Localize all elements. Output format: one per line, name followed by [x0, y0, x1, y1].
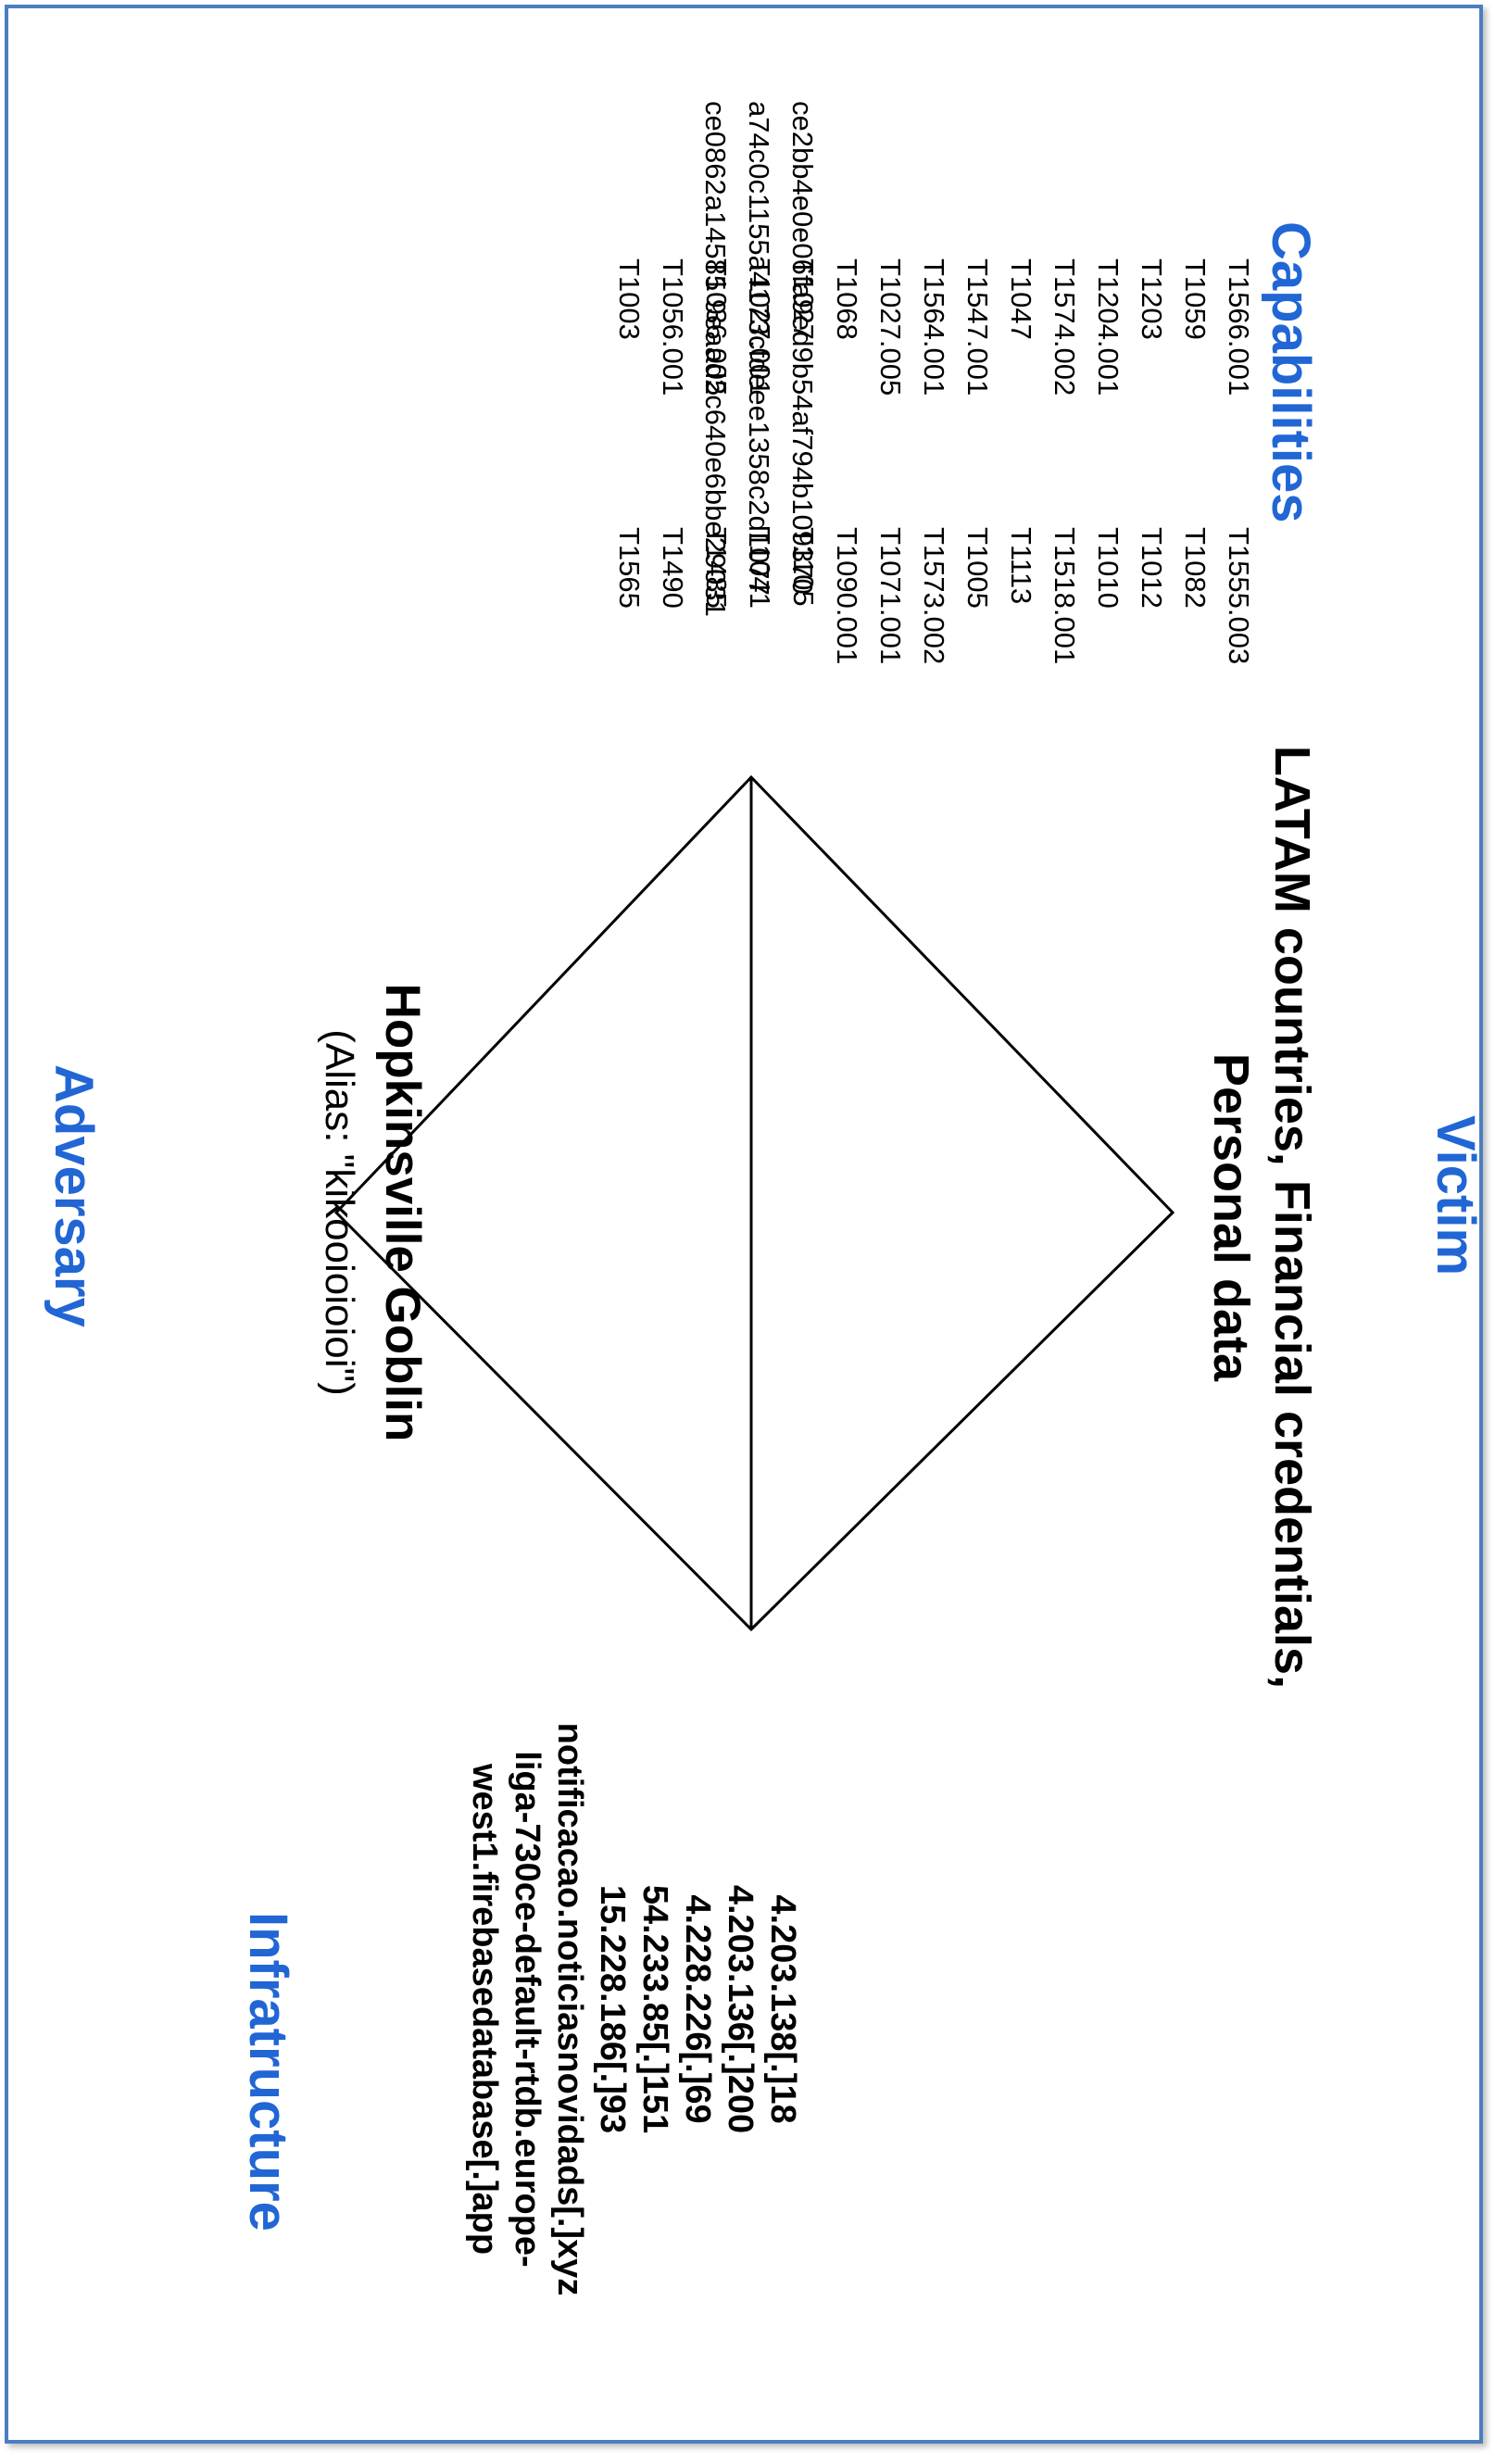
- infrastructure-list: 4.203.138[.]18 4.203.136[.]200 4.228.226…: [463, 1666, 804, 2352]
- technique-row: T1203 T1012: [1130, 258, 1174, 796]
- technique-id: T1010: [1092, 527, 1124, 609]
- victim-description: LATAM countries, Financial credentials, …: [1200, 708, 1323, 1727]
- adversary-heading: Adversary: [44, 1064, 104, 1327]
- technique-id: T1068: [831, 258, 863, 340]
- adversary-name: Hopkinsville Goblin: [375, 983, 430, 1442]
- infrastructure-item: 4.228.226[.]69: [678, 1894, 717, 2124]
- technique-row: T1056.001 T1490: [651, 258, 695, 796]
- adversary-alias: (Alias: "kikooioioioi"): [317, 1029, 362, 1396]
- technique-id: T1003: [613, 258, 646, 340]
- infrastructure-item: 4.203.136[.]200: [721, 1884, 760, 2134]
- infrastructure-heading: Infratructure: [238, 1912, 298, 2231]
- infrastructure-item: 54.233.85[.]151: [635, 1884, 674, 2134]
- infrastructure-item: 15.228.186[.]93: [593, 1884, 632, 2134]
- technique-row: T1204.001 T1010: [1087, 258, 1130, 796]
- technique-id: T1071.001: [874, 527, 907, 665]
- technique-id: T1566.001: [1223, 258, 1255, 396]
- infrastructure-item: 4.203.138[.]18: [763, 1894, 802, 2124]
- technique-id: T1059: [1179, 258, 1212, 340]
- technique-id: T1113: [1005, 527, 1037, 605]
- hash-item: ce2bb4e0e06fa9ed9b54af794b109370: [786, 101, 819, 595]
- technique-row: T1068 T1090.001: [825, 258, 869, 796]
- technique-row: T1027.005 T1071.001: [869, 258, 912, 796]
- technique-id: T1012: [1136, 527, 1168, 609]
- technique-id: T1090.001: [831, 527, 863, 665]
- technique-id: T1490: [657, 527, 689, 609]
- technique-id: T1027.005: [874, 258, 907, 396]
- diamond-outline: [333, 774, 1175, 1632]
- hash-item: ce0862a14585 9eaad2c640e6bbe29031: [699, 101, 732, 617]
- technique-id: T1056.001: [657, 258, 689, 396]
- technique-id: T1573.002: [918, 527, 950, 665]
- technique-row: T1574.002 T1518.001: [1043, 258, 1087, 796]
- technique-row: T1564.001 T1573.002: [912, 258, 956, 796]
- technique-id: T1203: [1136, 258, 1168, 340]
- technique-row: T1547.001 T1005: [956, 258, 999, 796]
- technique-row: T1047 T1113: [999, 258, 1043, 796]
- technique-id: T1005: [961, 527, 994, 609]
- technique-id: T1204.001: [1092, 258, 1124, 396]
- technique-id: T1564.001: [918, 258, 950, 396]
- technique-row: T1003 T1565: [608, 258, 651, 796]
- technique-id: T1565: [613, 527, 646, 609]
- technique-id: T1574.002: [1049, 258, 1081, 396]
- diamond-model-canvas: Capabilities T1566.001 T1555.003 T1059 T108…: [8, 8, 1495, 2464]
- diamond-shape: [333, 774, 1175, 1632]
- capabilities-hashes: ce2bb4e0e06fa9ed9b54af794b109370 a74c0c1…: [694, 101, 824, 617]
- infrastructure-item: notificacao.noticiasnovidads[.]xyz: [550, 1722, 589, 2296]
- capabilities-heading: Capabilities: [1261, 221, 1321, 523]
- diagram-frame: Capabilities T1566.001 T1555.003 T1059 T108…: [5, 5, 1486, 2444]
- technique-id: T1518.001: [1049, 527, 1081, 665]
- victim-heading: Victim: [1426, 1115, 1486, 1276]
- victim-line: Personal data: [1203, 1052, 1259, 1382]
- infrastructure-item: liga-730ce-default-rtdb.europe-west1.fir…: [465, 1751, 546, 2268]
- technique-id: T1547.001: [961, 258, 994, 396]
- technique-id: T1047: [1005, 258, 1037, 340]
- victim-line: LATAM countries, Financial credentials,: [1264, 745, 1320, 1690]
- hash-item: a74c0c1155a4173cfdeee1358c2d1077: [743, 101, 775, 596]
